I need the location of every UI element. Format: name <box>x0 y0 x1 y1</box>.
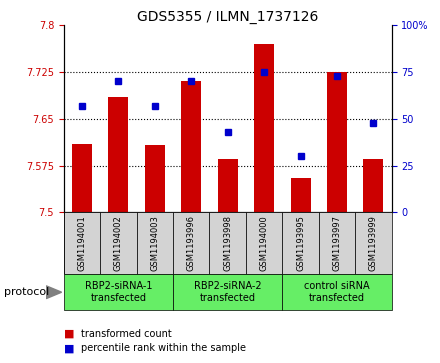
Text: GSM1193996: GSM1193996 <box>187 215 196 271</box>
Title: GDS5355 / ILMN_1737126: GDS5355 / ILMN_1737126 <box>137 11 319 24</box>
Bar <box>254 44 274 212</box>
Bar <box>173 274 282 310</box>
Text: transformed count: transformed count <box>81 329 172 339</box>
Text: GSM1193995: GSM1193995 <box>296 215 305 271</box>
Bar <box>137 212 173 274</box>
Bar <box>173 212 209 274</box>
Bar <box>327 72 347 212</box>
Bar <box>290 178 311 212</box>
Text: ■: ■ <box>64 343 74 354</box>
Text: GSM1193999: GSM1193999 <box>369 215 378 271</box>
Bar <box>363 159 383 212</box>
Bar <box>64 212 100 274</box>
Text: control siRNA
transfected: control siRNA transfected <box>304 281 370 303</box>
Bar <box>64 274 173 310</box>
Bar <box>319 212 355 274</box>
Text: GSM1194000: GSM1194000 <box>260 215 269 271</box>
Polygon shape <box>46 286 62 299</box>
Bar <box>145 145 165 212</box>
Bar <box>100 212 137 274</box>
Text: ■: ■ <box>64 329 74 339</box>
Bar <box>209 212 246 274</box>
Text: RBP2-siRNA-1
transfected: RBP2-siRNA-1 transfected <box>84 281 152 303</box>
Bar <box>72 144 92 212</box>
Bar <box>218 159 238 212</box>
Text: GSM1194001: GSM1194001 <box>77 215 87 271</box>
Text: GSM1193998: GSM1193998 <box>223 215 232 271</box>
Text: GSM1194002: GSM1194002 <box>114 215 123 271</box>
Bar <box>246 212 282 274</box>
Text: RBP2-siRNA-2
transfected: RBP2-siRNA-2 transfected <box>194 281 261 303</box>
Text: protocol: protocol <box>4 287 50 297</box>
Bar <box>108 97 128 212</box>
Text: GSM1194003: GSM1194003 <box>150 215 159 271</box>
Text: GSM1193997: GSM1193997 <box>333 215 341 271</box>
Bar <box>282 212 319 274</box>
Bar <box>282 274 392 310</box>
Bar <box>355 212 392 274</box>
Bar <box>181 82 201 212</box>
Text: percentile rank within the sample: percentile rank within the sample <box>81 343 246 354</box>
